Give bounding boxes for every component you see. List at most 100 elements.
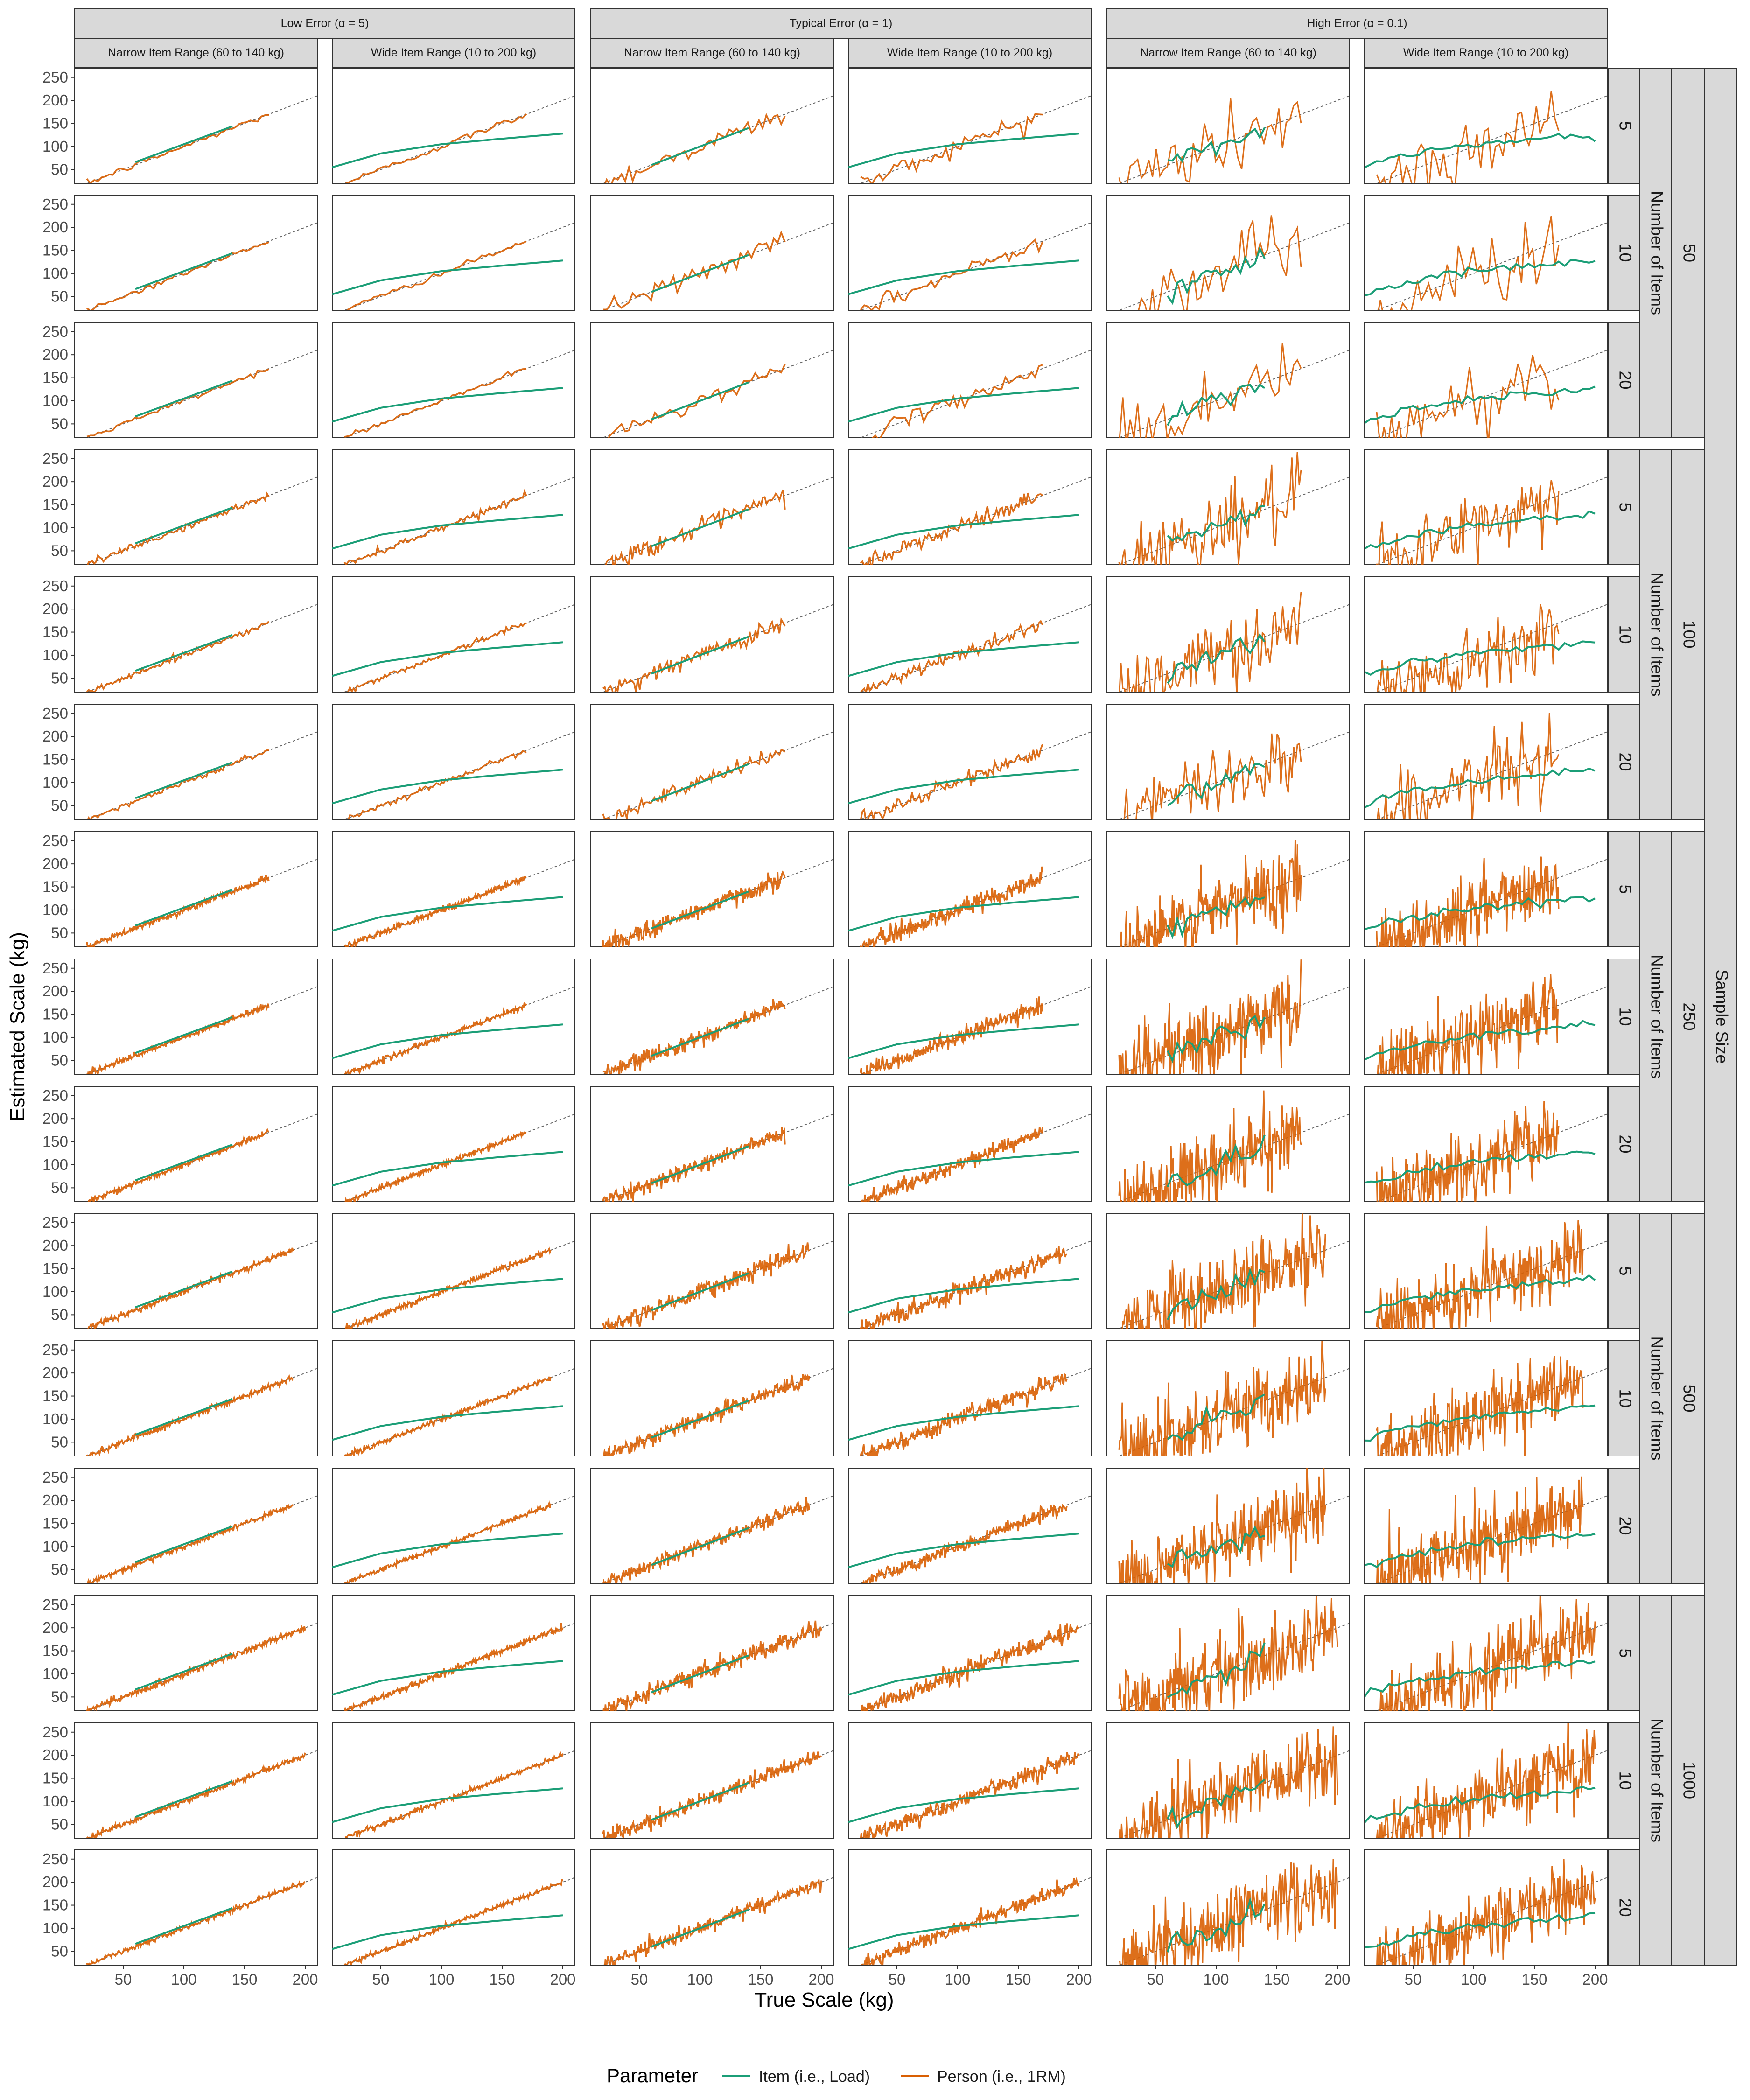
person-series-line — [602, 1497, 810, 1583]
item-series-line — [1167, 1015, 1266, 1064]
row-strip-label: 10 — [1616, 1007, 1635, 1026]
column-strip-item-range — [332, 38, 575, 68]
y-tick-label: 200 — [42, 728, 68, 745]
item-series-line — [332, 1151, 563, 1187]
panel — [848, 1849, 1092, 1966]
panel-plot-area — [332, 1495, 575, 1583]
item-series-line — [1365, 640, 1596, 676]
item-series-line — [332, 387, 563, 423]
item-series-line — [651, 1400, 749, 1439]
row-strip-title: Sample Size — [1712, 969, 1731, 1064]
item-series-line — [848, 1023, 1079, 1059]
item-series-line — [135, 1270, 233, 1309]
panel-plot-area — [85, 222, 317, 310]
panel — [1364, 1340, 1608, 1456]
item-series-line — [848, 1914, 1079, 1950]
person-series-line — [1376, 1356, 1584, 1456]
panel-background — [590, 831, 834, 947]
item-series-line — [135, 1907, 233, 1945]
panel — [1364, 1213, 1608, 1329]
person-series-line — [860, 492, 1043, 565]
panel-background — [74, 1468, 318, 1584]
panel — [332, 1468, 575, 1584]
panel-background — [74, 68, 318, 184]
y-tick-label: 50 — [51, 542, 68, 559]
panel — [848, 831, 1092, 947]
row-strip-sample-size-title — [1704, 68, 1737, 1966]
panel-plot-area — [1365, 713, 1607, 819]
item-series-line — [135, 889, 233, 927]
panel-background — [848, 1849, 1092, 1966]
panel-background — [590, 68, 834, 184]
panel — [590, 195, 834, 311]
panel — [590, 1595, 834, 1711]
person-series-line — [860, 1373, 1068, 1456]
panel-background — [590, 1849, 834, 1966]
identity-line — [343, 859, 575, 947]
y-tick-label: 200 — [42, 1491, 68, 1509]
y-tick-label: 200 — [42, 1237, 68, 1254]
panel — [1106, 1213, 1350, 1329]
panel-background — [332, 1595, 575, 1711]
panel-plot-area — [1365, 1723, 1607, 1838]
y-tick-label: 50 — [51, 1688, 68, 1705]
person-series-line — [860, 866, 1043, 947]
panel-plot-area — [1365, 604, 1607, 692]
y-tick-label: 150 — [42, 623, 68, 641]
column-strip-item-range — [848, 38, 1092, 68]
panel-background — [848, 1086, 1092, 1202]
row-strip-label: 10 — [1616, 1771, 1635, 1790]
item-series-line — [135, 1525, 233, 1563]
panel — [848, 1086, 1092, 1202]
panel-plot-area — [1365, 974, 1607, 1074]
person-series-line — [860, 238, 1043, 310]
panel-plot-area — [1365, 350, 1607, 438]
column-strip-label: Narrow Item Range (60 to 140 kg) — [624, 46, 800, 59]
row-strip-label: 20 — [1616, 1516, 1635, 1535]
y-tick-label: 200 — [42, 218, 68, 236]
y-tick-label: 250 — [42, 450, 68, 467]
person-series-line — [1138, 215, 1302, 310]
panel-background — [332, 195, 575, 311]
person-series-line — [1118, 1596, 1338, 1711]
x-tick-label: 100 — [171, 1971, 196, 1988]
item-series-line — [848, 1660, 1079, 1696]
item-series-line — [848, 1151, 1079, 1187]
person-series-line — [1119, 1859, 1338, 1965]
item-series-line — [1167, 383, 1266, 426]
y-tick-label: 150 — [42, 242, 68, 259]
panel-plot-area — [1118, 1726, 1350, 1838]
person-series-line — [86, 1752, 306, 1838]
row-strip-items — [1608, 449, 1640, 565]
y-tick-label: 250 — [42, 1214, 68, 1231]
y-tick-label: 200 — [42, 1746, 68, 1764]
item-series-line — [651, 1018, 749, 1057]
x-tick-label: 50 — [1405, 1971, 1422, 1988]
person-series-line — [602, 870, 786, 947]
panel — [590, 1086, 834, 1202]
panel-background — [590, 704, 834, 820]
person-series-line — [602, 230, 786, 310]
panel-plot-area — [1118, 452, 1350, 565]
person-series-line — [860, 1246, 1067, 1329]
item-series-line — [135, 1780, 233, 1818]
person-series-line — [1119, 343, 1302, 438]
panel-background — [590, 1595, 834, 1711]
y-tick-label: 100 — [42, 1029, 68, 1046]
panel-background — [74, 322, 318, 438]
panel-plot-area — [602, 95, 833, 183]
item-series-line — [1365, 1150, 1596, 1184]
y-tick-label: 250 — [42, 69, 68, 86]
person-series-line — [1376, 1220, 1584, 1329]
panel-plot-area — [1365, 91, 1607, 183]
panel-plot-area — [848, 350, 1091, 438]
panel-plot-area — [1118, 592, 1350, 692]
identity-line — [1118, 731, 1350, 819]
row-strip-label: 20 — [1616, 371, 1635, 389]
column-strip-label: Typical Error (α = 1) — [790, 17, 893, 30]
item-series-line — [848, 514, 1079, 550]
panel-plot-area — [848, 222, 1091, 310]
panel-plot-area — [85, 95, 317, 183]
panel — [848, 1595, 1092, 1711]
identity-line — [1375, 859, 1607, 947]
